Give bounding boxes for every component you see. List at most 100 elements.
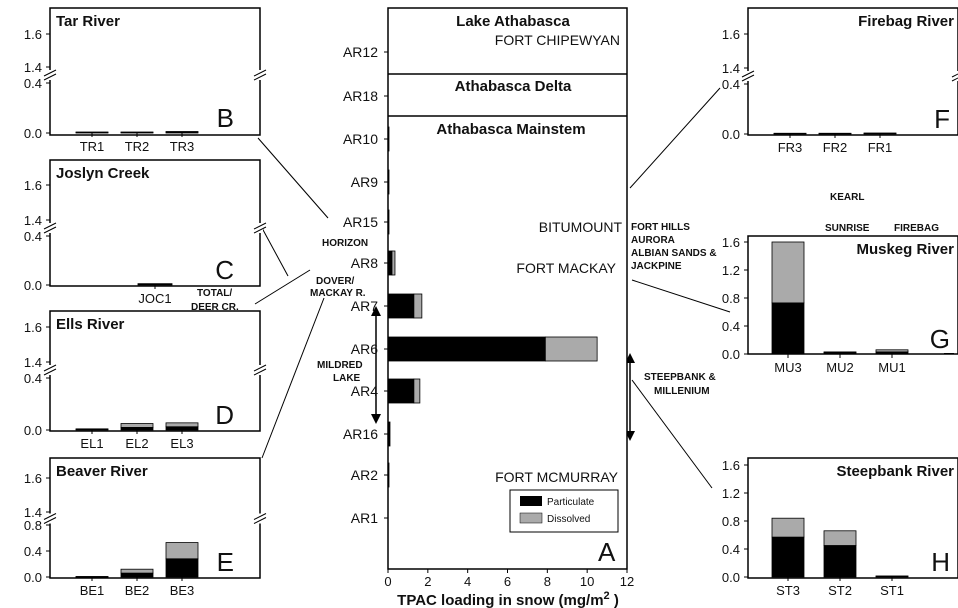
y-tick-label: 0.0 (24, 126, 42, 141)
bar-particulate (771, 536, 805, 578)
x-tick-label: JOC1 (138, 291, 171, 306)
panel-title: Beaver River (56, 463, 148, 480)
y-tick-label: AR10 (343, 131, 378, 147)
panel-letter: G (930, 324, 950, 354)
bar-dissolved (413, 378, 421, 404)
panel-f-frame (747, 7, 958, 136)
axis-break-mark (253, 364, 267, 372)
y-tick-label: AR12 (343, 44, 378, 60)
x-tick-label: MU1 (878, 360, 905, 375)
x-tick-label: BE3 (170, 583, 195, 598)
bar-particulate (165, 426, 199, 431)
x-tick-label: MU2 (826, 360, 853, 375)
panel-letter: E (217, 547, 234, 577)
annotation-dover-1: DOVER/ (316, 276, 355, 287)
bar-particulate (387, 293, 415, 319)
bar-dissolved (120, 423, 154, 428)
panel-f-chart: Firebag River F 0.0 0.41.4 1.6 FR3 FR2 FR1 (722, 7, 958, 155)
region-lake-athabasca: Lake Athabasca (456, 13, 570, 30)
panel-letter: H (931, 547, 950, 577)
panel-h-chart: Steepbank River H 0.0 0.4 0.8 1.2 1.6 ST3 ST2 ST1 (722, 457, 958, 598)
axis-break-mark (951, 77, 958, 82)
bar-dissolved (165, 422, 199, 428)
axis-break-mark (43, 226, 57, 234)
bar-dissolved (823, 530, 857, 546)
bar-dissolved (773, 132, 807, 135)
bar-particulate (387, 209, 390, 235)
y-tick-label: 1.4 (24, 213, 42, 228)
annotation-firebag: FIREBAG (894, 223, 939, 234)
region-athabasca-delta: Athabasca Delta (455, 78, 572, 95)
annotation-horizon: HORIZON (322, 238, 368, 249)
axis-break-mark (253, 513, 267, 520)
x-tick-label: FR3 (778, 140, 803, 155)
bar-dissolved (818, 132, 852, 135)
legend-swatch-dissolved (519, 512, 543, 524)
annotation-fort-hills: FORT HILLS (631, 222, 690, 233)
bar-dissolved (875, 575, 909, 577)
bar-particulate (120, 572, 154, 578)
panel-b-chart: Tar River B 0.0 0.41.4 1.6 TR1 TR2 TR3 (24, 7, 267, 154)
bar-dissolved (165, 542, 199, 560)
x-tick-label: 12 (620, 574, 634, 589)
axis-break-gap (257, 70, 263, 80)
bar-particulate (771, 302, 805, 355)
place-bitumount: BITUMOUNT (539, 219, 623, 235)
y-tick-label: AR1 (351, 510, 378, 526)
y-tick-label: 1.4 (24, 505, 42, 520)
bar-particulate (387, 126, 390, 152)
annotation-sunrise: SUNRISE (825, 223, 870, 234)
panel-title: Steepbank River (836, 463, 954, 480)
y-tick-label: 0.8 (722, 291, 740, 306)
y-tick-label: 0.4 (722, 77, 740, 92)
bar-particulate (165, 558, 199, 578)
bar-dissolved (165, 131, 199, 133)
annotation-steepbank: STEEPBANK & (644, 372, 716, 383)
y-tick-label: 1.4 (24, 60, 42, 75)
bar-particulate (944, 353, 954, 354)
bar-dissolved (391, 250, 396, 276)
y-tick-label: AR8 (351, 255, 378, 271)
y-tick-label: AR2 (351, 467, 378, 483)
annotation-jackpine: JACKPINE (631, 261, 682, 272)
bar-particulate (387, 169, 390, 195)
axis-break-mark (253, 226, 267, 234)
axis-break-mark (951, 73, 958, 78)
axis-break-mark (43, 517, 57, 524)
y-tick-label: 0.4 (24, 544, 42, 559)
annotation-total-2: DEER CR. (191, 302, 239, 313)
panel-d-chart: Ells River D 0.0 0.41.4 1.6 EL1 EL2 EL3 (24, 310, 267, 451)
y-tick-label: 0.0 (722, 127, 740, 142)
panel-letter: D (215, 400, 234, 430)
panel-d-frame (49, 310, 261, 432)
bar-dissolved (863, 132, 897, 134)
annotation-mildred-2: LAKE (333, 373, 361, 384)
panel-g-chart: Muskeg River G 0.0 0.4 0.8 1.2 1.6 MU3 MU2 MU1 (722, 235, 958, 375)
annotation-albian: ALBIAN SANDS & (631, 248, 717, 259)
panel-letter: C (215, 255, 234, 285)
x-tick-label: 10 (580, 574, 594, 589)
annotation-kearl: KEARL (830, 192, 864, 203)
axis-break-gap (257, 365, 263, 375)
axis-break-mark (253, 368, 267, 376)
y-tick-label: 0.0 (24, 570, 42, 585)
y-tick-label: 0.4 (24, 76, 42, 91)
bar-dissolved (120, 131, 154, 133)
axis-break-mark (43, 222, 57, 230)
y-tick-label: 0.4 (722, 542, 740, 557)
y-tick-label: 1.6 (722, 458, 740, 473)
axis-break-mark (43, 69, 57, 77)
bar-particulate (387, 462, 390, 488)
panel-title: Joslyn Creek (56, 165, 150, 182)
panel-title: Firebag River (858, 13, 954, 30)
y-tick-label: 1.6 (24, 178, 42, 193)
y-tick-label: 1.6 (24, 27, 42, 42)
x-tick-label: 0 (384, 574, 391, 589)
axis-break-mark (43, 364, 57, 372)
annotation-millenium: MILLENIUM (654, 386, 710, 397)
bar-dissolved (75, 576, 109, 578)
y-tick-label: 0.8 (722, 514, 740, 529)
axis-break-gap (47, 513, 53, 524)
legend-label-dissolved: Dissolved (547, 514, 590, 525)
